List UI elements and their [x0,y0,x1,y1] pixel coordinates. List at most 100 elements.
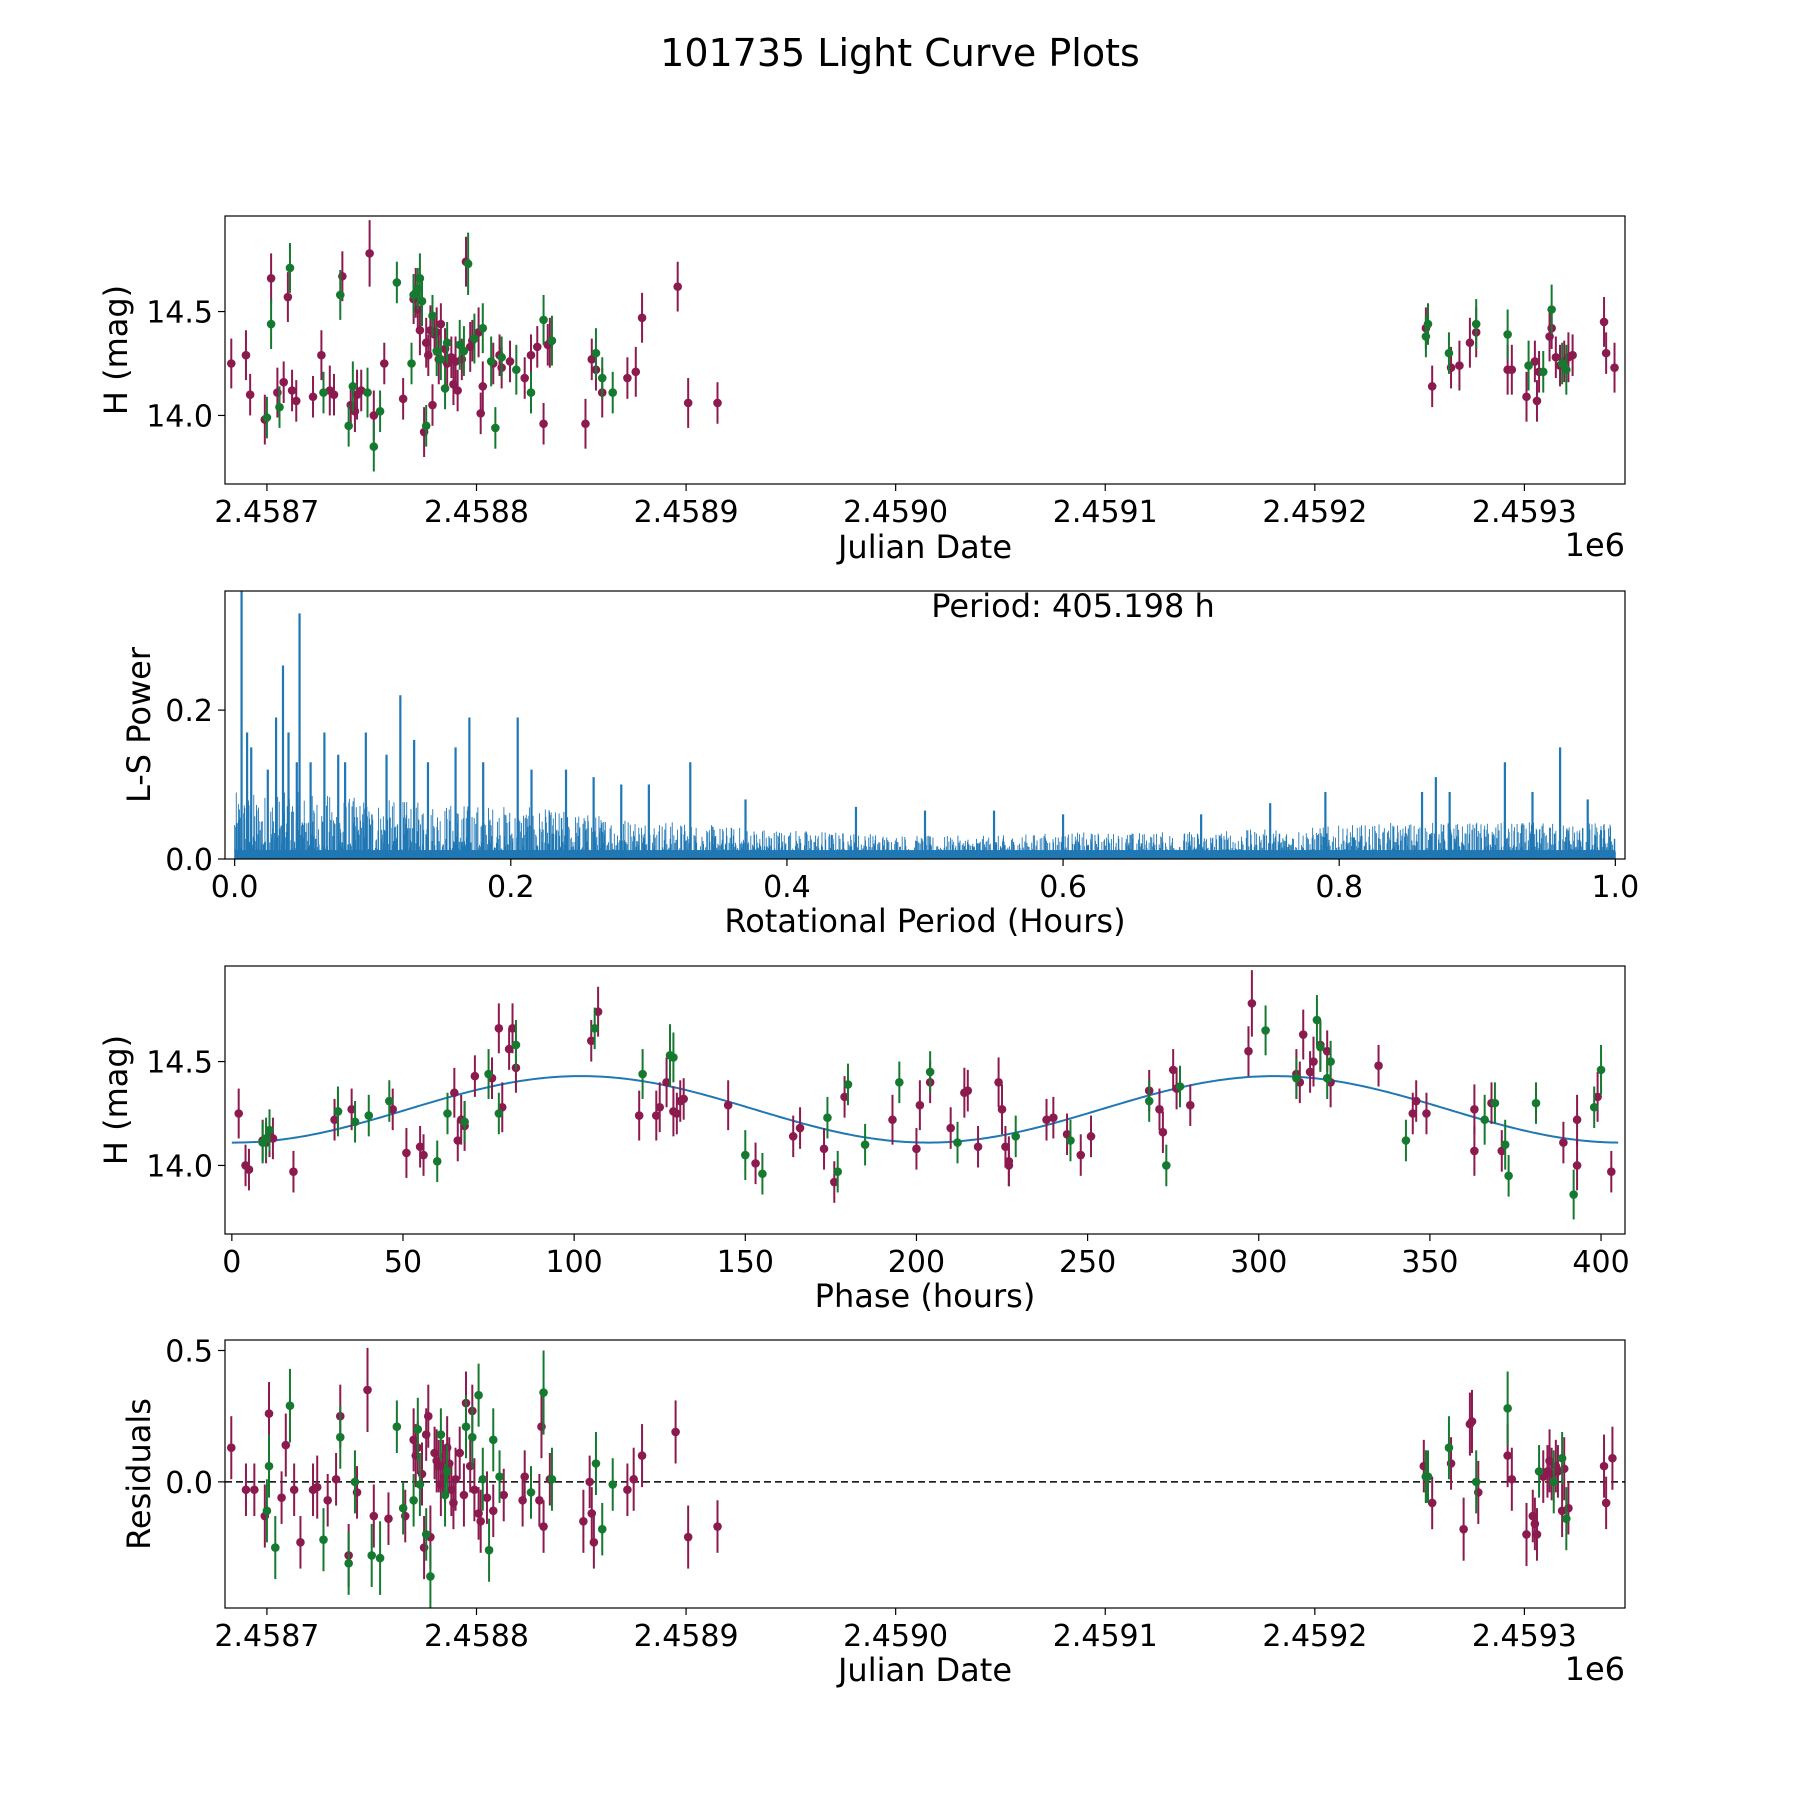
data-point [226,1443,236,1453]
data-point [1549,1477,1559,1487]
data-point [285,263,295,273]
data-point [261,1134,271,1143]
data-point [245,390,255,399]
data-point [1298,1030,1308,1039]
data-point [1316,1042,1325,1052]
data-point [1086,1132,1096,1141]
data-point [1557,359,1567,368]
data-point [1471,1477,1481,1487]
data-point [478,382,488,391]
data-point [994,1078,1003,1087]
data-point [484,1545,494,1555]
data-point [669,1053,678,1062]
data-point [1562,1514,1571,1523]
data-point [671,1427,680,1437]
data-point [426,1572,435,1581]
x-tick-label: 0.0 [211,870,259,905]
x-tick-label: 100 [546,1245,603,1280]
data-point [526,1488,536,1497]
data-point [1524,361,1533,370]
data-point [585,1477,594,1487]
data-point [587,355,597,364]
y-tick-label: 14.5 [146,296,213,331]
x-tick-label: 200 [888,1245,945,1280]
data-point [1507,1474,1517,1484]
data-point [440,384,450,393]
data-point [461,1422,471,1432]
data-point [421,1530,431,1539]
data-point [226,359,236,368]
periodogram-x-ticks: 0.0 0.2 0.4 0.6 0.8 1.0 [211,859,1639,905]
x-tick-label: 150 [717,1245,774,1280]
data-point [1408,1109,1418,1118]
data-point [631,367,641,377]
data-point [417,296,427,306]
x-tick-label: 2.4591 [1053,1619,1158,1654]
x-tick-label: 0.4 [763,870,811,905]
data-point [365,249,374,258]
data-point [392,278,402,287]
data-point [329,390,339,399]
x-tick-label: 2.4588 [424,1619,529,1654]
light-curve-y-label: H (mag) [97,285,135,415]
data-point [1247,999,1257,1008]
data-point [335,1432,345,1442]
data-point [1601,1498,1611,1508]
data-point [1401,1136,1411,1145]
data-point [1593,1092,1602,1102]
data-point [350,1477,360,1487]
data-point [1596,1065,1606,1075]
data-point [470,1071,480,1081]
light-curve-x-label: Julian Date [836,528,1012,566]
data-point [1168,1065,1178,1075]
light-curve-x-ticks: 2.4587 2.4588 2.4589 2.4590 2.4591 2.4592 2.45… [214,484,1577,530]
y-tick-label: 0.0 [165,843,213,878]
data-point [432,1156,442,1166]
data-point [638,1069,647,1079]
data-point [285,1401,295,1410]
data-point [997,1105,1007,1114]
data-point [317,350,326,360]
residuals-series-filter_b [262,1350,1571,1608]
data-point [442,338,452,348]
data-point [1480,1115,1489,1125]
data-point [593,1007,603,1017]
residuals-plot-area [225,1347,1625,1608]
data-point [833,1167,843,1176]
model-fit-curve [231,1075,1619,1144]
y-tick-label: 0.2 [165,694,213,729]
data-point [265,1125,274,1135]
data-point [494,1024,504,1033]
data-point [520,373,530,383]
phased-plot-area [231,970,1619,1220]
residuals-y-ticks: 0.0 0.5 [165,1335,225,1501]
data-point [459,1490,469,1500]
data-point [1292,1073,1301,1083]
data-point [1490,1098,1500,1108]
data-point [1175,1082,1185,1091]
data-point [266,274,276,283]
data-point [1423,1472,1433,1481]
data-point [591,348,601,358]
data-point [296,1538,305,1547]
data-point [264,1409,274,1418]
data-point [241,1485,251,1495]
data-point [1374,1061,1383,1071]
data-point [1326,1057,1335,1066]
x-tick-label: 0 [222,1245,241,1280]
data-point [423,1411,433,1421]
data-point [623,1485,632,1495]
data-point [511,1040,521,1050]
data-point [486,357,496,366]
data-point [460,1117,469,1127]
data-point [1470,1105,1479,1114]
x-tick-label: 2.4590 [843,495,948,530]
data-point [413,1425,423,1434]
x-tick-label: 2.4591 [1053,495,1158,530]
data-point [547,336,557,345]
data-point [1261,1026,1270,1035]
data-point [428,400,437,410]
phased-series-filter_b [258,995,1606,1220]
data-point [375,1553,385,1563]
data-point [402,1148,411,1158]
